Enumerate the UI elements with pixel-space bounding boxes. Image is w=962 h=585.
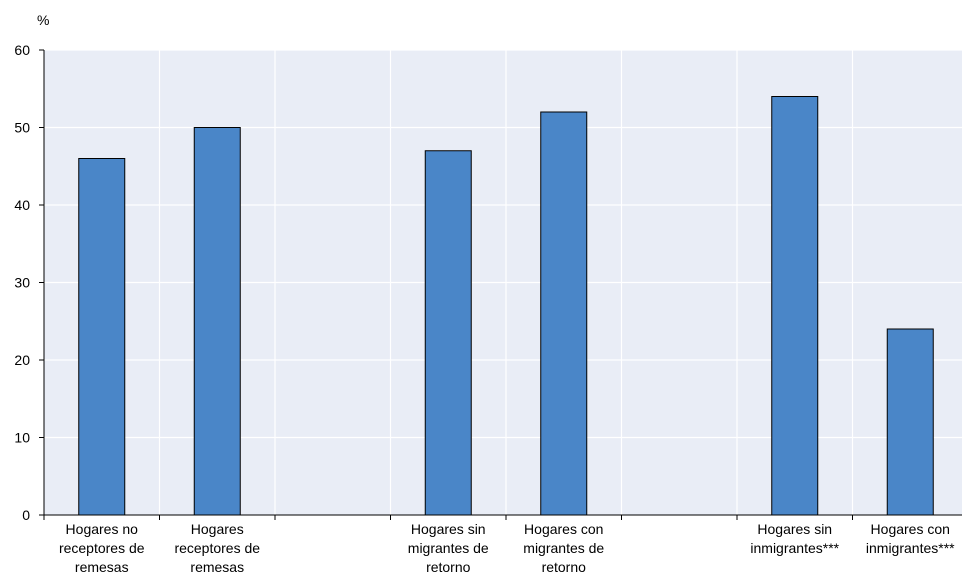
y-axis-unit-label: % — [37, 12, 49, 28]
category-label-line: receptores de — [174, 540, 260, 556]
category-label: Hogares sin migrantes de retorno — [408, 521, 489, 575]
y-tick-label: 40 — [14, 197, 30, 213]
category-label-line: Hogares sin — [757, 521, 832, 537]
y-tick-label: 0 — [22, 507, 30, 523]
bar — [424, 150, 472, 516]
bar — [886, 328, 934, 516]
bars — [78, 96, 934, 516]
category-label-line: Hogares sin — [411, 521, 486, 537]
y-tick-label: 10 — [14, 430, 30, 446]
y-tick-label: 60 — [14, 42, 30, 58]
category-label-line: inmigrantes*** — [750, 540, 839, 556]
bar — [540, 111, 588, 516]
category-label-line: migrantes de — [523, 540, 604, 556]
bar — [771, 96, 819, 516]
category-label: Hogares receptores de remesas — [174, 521, 260, 575]
category-label-line: Hogares con — [524, 521, 603, 537]
category-label: Hogares con inmigrantes*** — [866, 521, 955, 556]
category-label-line: inmigrantes*** — [866, 540, 955, 556]
y-tick-label: 50 — [14, 120, 30, 136]
category-label-line: migrantes de — [408, 540, 489, 556]
category-label: Hogares con migrantes de retorno — [523, 521, 604, 575]
category-label: Hogares no receptores de remesas — [59, 521, 145, 575]
y-tick-label: 30 — [14, 275, 30, 291]
category-label-line: Hogares — [191, 521, 244, 537]
y-tick-label: 20 — [14, 352, 30, 368]
category-label-line: Hogares no — [66, 521, 139, 537]
category-label-line: receptores de — [59, 540, 145, 556]
category-label-line: retorno — [426, 559, 471, 575]
category-label-line: retorno — [542, 559, 587, 575]
axes — [39, 49, 962, 520]
category-label-line: remesas — [190, 559, 244, 575]
category-label-line: Hogares con — [871, 521, 950, 537]
bar — [78, 158, 126, 516]
bar — [193, 127, 241, 516]
category-labels: Hogares no receptores de remesas Hogares rec… — [59, 521, 955, 575]
category-label-line: remesas — [75, 559, 129, 575]
category-label: Hogares sin inmigrantes*** — [750, 521, 839, 556]
y-tick-labels: 0 10 20 30 40 50 60 — [14, 42, 30, 523]
